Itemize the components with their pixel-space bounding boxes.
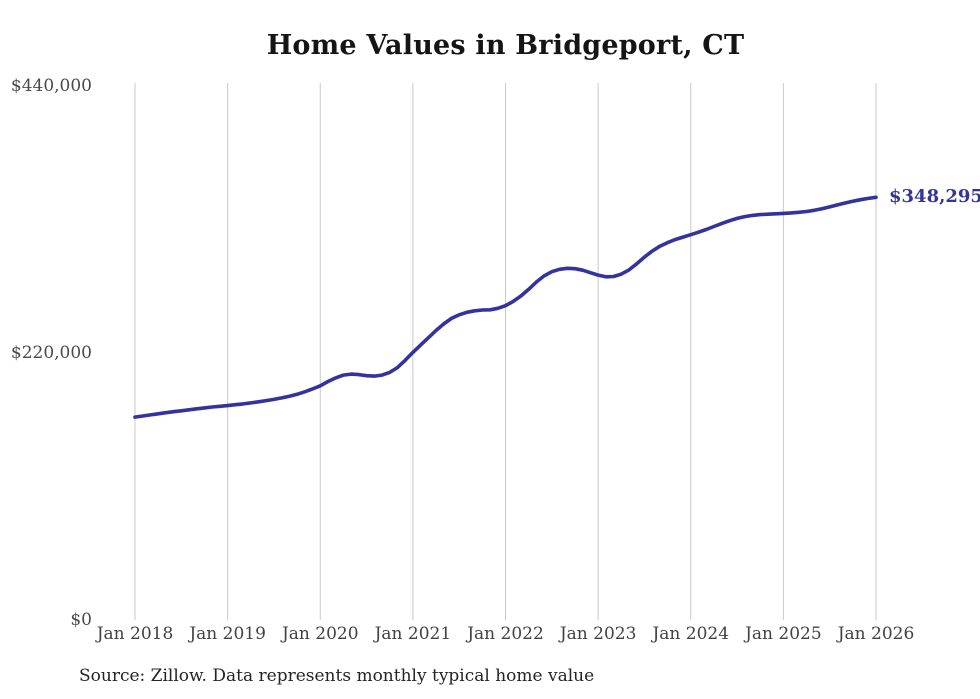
y-axis-tick-label: $220,000 [10,343,92,363]
x-axis-tick-label: Jan 2025 [745,624,822,644]
x-axis-tick-label: Jan 2026 [837,624,915,644]
x-axis-tick-label: Jan 2024 [652,624,730,644]
x-axis-tick-label: Jan 2021 [374,624,452,644]
source-note: Source: Zillow. Data represents monthly … [79,666,595,686]
home-value-line [133,195,878,419]
x-axis: Jan 2018 Jan 2019 Jan 2020 Jan 2021 Jan 2022… [0,624,980,648]
x-axis-tick-label: Jan 2019 [189,624,266,644]
latest-value-label: $348,295 [889,186,980,208]
x-axis-tick-label: Jan 2020 [281,624,359,644]
x-axis-tick-label: Jan 2022 [467,624,544,644]
x-axis-tick-label: Jan 2023 [559,624,637,644]
y-axis: $440,000 $220,000 $0 [0,0,92,699]
x-axis-tick-label: Jan 2018 [96,624,174,644]
y-axis-tick-label: $440,000 [10,76,92,96]
chart-title: Home Values in Bridgeport, CT [266,30,745,61]
y-axis-tick-label: $0 [70,610,92,630]
